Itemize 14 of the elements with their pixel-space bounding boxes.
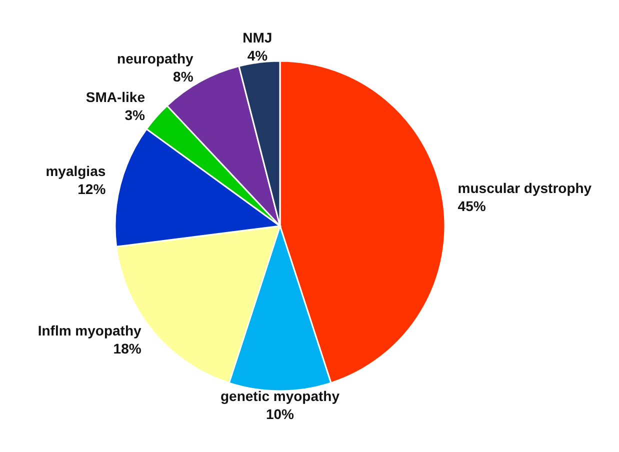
slice-label: SMA-like [86,88,146,105]
slice-label: Inflm myopathy [38,322,142,339]
data-label: 3% [124,106,146,123]
slice-label: genetic myopathy [220,388,340,404]
data-label: 12% [78,181,106,198]
data-label: 8% [173,68,194,84]
data-label: 10% [266,406,295,422]
slice-label: NMJ [242,29,272,46]
slice-label: neuropathy [117,50,194,66]
slice-label: muscular dystrophy [458,180,592,196]
data-label: 18% [113,340,142,357]
data-label: 45% [458,198,486,214]
data-label: 4% [247,47,268,64]
slice-label: myalgias [46,163,106,180]
